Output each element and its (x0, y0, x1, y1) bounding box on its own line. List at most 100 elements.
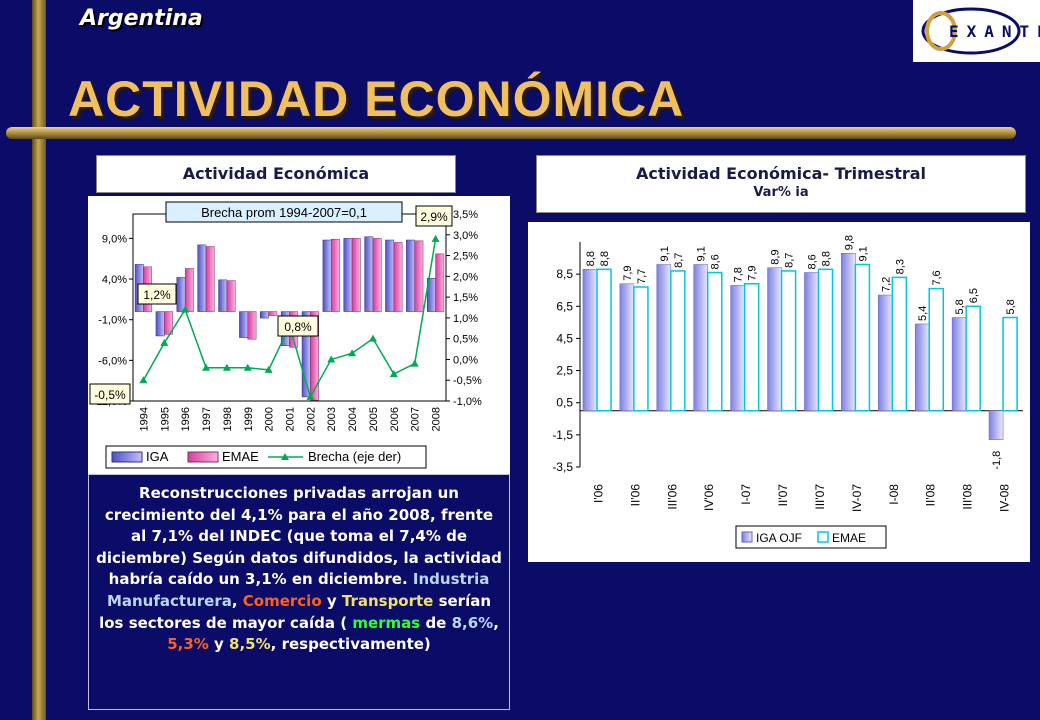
x-tick-label: 2006 (389, 407, 401, 431)
x-tick-label: 2005 (368, 407, 380, 431)
bar-emae (633, 286, 649, 412)
bar-emae (372, 238, 382, 312)
right-chart-subtitle: Var% ia (753, 185, 809, 200)
bar-emae (330, 238, 340, 312)
data-label-emae: 7,9 (747, 265, 759, 280)
brecha-point (389, 369, 398, 377)
legend-swatch-iga (111, 451, 143, 463)
legend-label-emae: EMAE (222, 449, 259, 464)
bar-emae (268, 311, 278, 316)
bar-emae (164, 311, 173, 335)
commentary-sep-2: y (321, 591, 342, 610)
legend-swatch-iga-ojf (741, 531, 753, 543)
bar-emae (205, 246, 215, 312)
right-tick-label: 1,5% (453, 292, 478, 304)
data-label-iga-ojf: 5,4 (917, 306, 929, 321)
bar-iga (406, 239, 415, 312)
annotation-box (137, 283, 177, 305)
data-label-iga-ojf: -1,8 (991, 451, 1003, 470)
legend-box (735, 525, 887, 549)
brecha-point (327, 355, 336, 363)
brecha-point (243, 363, 252, 371)
data-label-iga-ojf: 5,8 (954, 299, 966, 314)
bar-iga-ojf (988, 410, 1004, 440)
bar-emae (226, 280, 236, 312)
right-tick-label: 3,0% (453, 230, 478, 242)
sector-transporte: Transporte (341, 591, 434, 610)
right-tick-label: 3,5% (453, 209, 478, 221)
x-tick-label: III'08 (961, 484, 975, 510)
bar-iga-ojf (656, 264, 672, 411)
bar-iga-ojf (619, 283, 635, 411)
left-tick-label: 4,0% (102, 274, 127, 286)
data-label-emae: 8,6 (710, 254, 722, 269)
commentary-sep-5: , (493, 613, 499, 632)
bar-emae (928, 287, 945, 412)
y-tick-label: 0,5 (556, 396, 573, 410)
commentary-sep-1: , (231, 591, 243, 610)
bar-emae (891, 276, 908, 412)
annotation-label: 1,2% (143, 288, 171, 302)
brecha-point (160, 338, 169, 346)
data-label-emae: 8,8 (820, 251, 832, 266)
decorative-vertical-bar (32, 0, 46, 720)
data-label-iga-ojf: 7,9 (622, 265, 634, 280)
commentary-sep-4: de (420, 613, 452, 632)
legend-swatch-emae (817, 531, 829, 543)
x-tick-label: IV-08 (998, 484, 1012, 512)
bar-emae (351, 238, 361, 312)
y-tick-label: 6,5 (556, 299, 573, 313)
bar-emae (780, 270, 797, 412)
brecha-point (222, 363, 231, 371)
legend-label-brecha: Brecha (eje der) (308, 449, 401, 464)
bar-iga-ojf (914, 323, 930, 411)
commentary-box: Reconstrucciones privadas arrojan un cre… (88, 474, 510, 710)
data-label-emae: 8,8 (599, 251, 611, 266)
bar-iga-ojf (582, 269, 598, 412)
bar-emae (393, 242, 403, 312)
annotation-box (277, 315, 319, 337)
data-label-emae: 5,8 (1005, 299, 1017, 314)
commentary-sep-6: y (208, 635, 230, 654)
x-tick-label: II'08 (924, 484, 938, 507)
bar-iga (322, 239, 332, 312)
bar-iga (176, 277, 186, 312)
commentary-sep-3: serían los sectores de mayor caída ( (99, 591, 492, 632)
right-tick-label: 0,5% (453, 334, 478, 346)
right-chart-title-box: Actividad Económica- Trimestral Var% ia (536, 155, 1026, 213)
data-label-iga-ojf: 8,8 (585, 251, 597, 266)
right-tick-label: 1,0% (453, 313, 478, 325)
x-tick-label: 1995 (159, 407, 171, 431)
x-tick-label: 2003 (326, 407, 338, 431)
right-tick-label: 0,0% (453, 354, 478, 366)
x-tick-label: 1998 (222, 407, 234, 431)
bar-emae (1002, 316, 1018, 412)
data-label-emae: 7,6 (931, 270, 943, 285)
legend-label-emae: EMAE (832, 531, 866, 545)
brecha-avg-label: Brecha prom 1994-2007=0,1 (201, 205, 367, 220)
brecha-point (181, 305, 190, 313)
bar-iga (385, 239, 395, 312)
y-tick-label: 8,5 (556, 267, 573, 281)
annotation-label: 2,9% (420, 210, 448, 224)
y-tick-label: 2,5 (556, 364, 573, 378)
bar-emae (184, 268, 194, 312)
brecha-point (410, 359, 419, 367)
data-label-iga-ojf: 9,8 (843, 235, 855, 250)
bar-iga-ojf (730, 285, 745, 411)
bar-iga (260, 311, 269, 319)
bar-iga (197, 244, 207, 312)
data-label-iga-ojf: 9,1 (696, 246, 708, 261)
legend-swatch-emae (187, 451, 219, 463)
data-label-emae: 9,1 (857, 246, 869, 261)
data-label-emae: 6,5 (968, 288, 980, 303)
legend-box (105, 445, 427, 469)
x-tick-label: 1997 (201, 407, 213, 431)
annotation-label: 0,8% (284, 320, 312, 334)
brecha-point (348, 349, 357, 357)
x-tick-label: III'06 (665, 484, 679, 510)
brecha-point (202, 363, 211, 371)
x-tick-label: I-08 (887, 484, 901, 505)
data-label-iga-ojf: 7,2 (880, 277, 892, 292)
sector-industria: Industria Manufacturera (106, 570, 490, 610)
